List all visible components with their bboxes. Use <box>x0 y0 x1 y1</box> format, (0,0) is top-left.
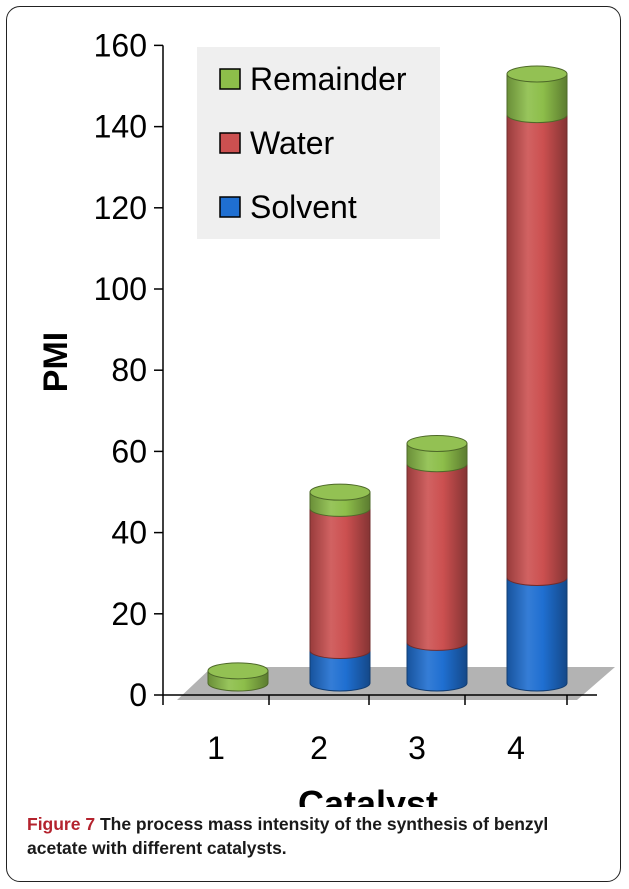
caption-label: Figure 7 <box>27 814 96 834</box>
y-tick-label: 0 <box>129 677 147 713</box>
bar-segment <box>309 507 371 659</box>
bar-top-cap <box>406 434 468 452</box>
bar-top-cap <box>309 483 371 501</box>
y-tick-label: 40 <box>111 515 147 551</box>
bar-segment <box>406 463 468 651</box>
figure-caption: Figure 7 The process mass intensity of t… <box>27 812 607 860</box>
y-tick-label: 120 <box>94 190 147 226</box>
bar-segment <box>506 73 568 124</box>
caption-text: The process mass intensity of the synthe… <box>27 814 549 858</box>
y-tick-label: 80 <box>111 352 147 388</box>
y-axis-title: PMI <box>37 332 75 392</box>
legend-label: Solvent <box>250 189 357 225</box>
legend: Remainder Water Solvent <box>197 47 440 239</box>
chart-floor <box>177 667 615 700</box>
bar-segment <box>309 650 371 692</box>
legend-swatch <box>219 132 241 154</box>
bar-segment <box>506 114 568 586</box>
y-tick-label: 100 <box>94 271 147 307</box>
bar-segment <box>406 641 468 692</box>
bar-segment <box>506 576 568 692</box>
x-tick-label: 2 <box>310 730 328 766</box>
y-tick-label: 140 <box>94 109 147 145</box>
legend-swatch <box>219 196 241 218</box>
legend-label: Remainder <box>250 61 407 97</box>
x-tick-label: 1 <box>207 730 225 766</box>
y-tick-label: 160 <box>94 27 147 63</box>
bar-top-cap <box>207 662 269 680</box>
y-tick-label: 60 <box>111 433 147 469</box>
x-tick-label: 3 <box>408 730 426 766</box>
stacked-bar-chart: 0 20 40 60 80 100 120 140 160 1 2 3 4 Catalyst PMI Rema… <box>37 27 615 807</box>
y-tick-label: 20 <box>111 596 147 632</box>
legend-label: Water <box>250 125 335 161</box>
legend-swatch <box>219 68 241 90</box>
figure-frame: 0 20 40 60 80 100 120 140 160 1 2 3 4 Catalyst PMI Rema… <box>6 6 621 882</box>
x-tick-label: 4 <box>507 730 525 766</box>
bar-top-cap <box>506 65 568 83</box>
x-axis-title: Catalyst <box>298 783 438 807</box>
